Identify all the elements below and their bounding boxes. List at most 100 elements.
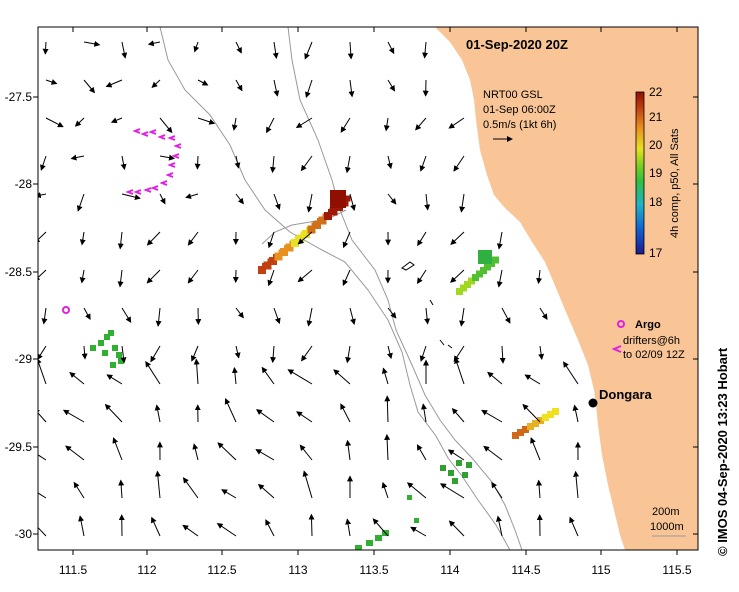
sst-pixel [480, 267, 487, 274]
current-vector [499, 345, 506, 364]
current-vector [347, 41, 354, 60]
land-mass [435, 27, 698, 550]
current-vector [422, 41, 429, 59]
sst-pixel [407, 495, 412, 500]
current-vector [419, 345, 427, 362]
current-vector [447, 449, 465, 461]
current-vector [146, 269, 161, 284]
map-frame [37, 26, 699, 551]
sst-pixel [110, 362, 116, 368]
sst-pixel [269, 257, 277, 265]
sst-patches [90, 190, 559, 550]
sst-pixel [344, 195, 351, 202]
current-vector [308, 513, 315, 537]
current-vector [381, 367, 389, 385]
drifter-mark [157, 134, 166, 140]
current-vector [38, 408, 47, 423]
current-vector [194, 155, 201, 170]
legend-scale: 0.5m/s (1kt 6h) [483, 119, 556, 131]
drifter-mark [140, 131, 149, 137]
drifter-mark [132, 128, 141, 134]
colorbar-label: 4h comp, p50, All Sats [669, 128, 681, 238]
x-tick-label: 113 [288, 563, 307, 577]
current-vector [270, 345, 277, 364]
x-tick-label: 114.5 [511, 563, 540, 577]
sst-pixel [478, 250, 492, 264]
island-cluster [401, 261, 453, 349]
sst-pixel [355, 545, 362, 550]
current-vector [40, 155, 47, 171]
drifter-mark [148, 129, 157, 135]
current-vector [439, 483, 465, 499]
sst-pixel [375, 535, 382, 541]
current-vector [539, 307, 548, 320]
current-vector [273, 79, 280, 97]
current-vector [73, 481, 85, 499]
argo-float-icon [62, 306, 70, 314]
x-tick-label: 115.5 [662, 563, 691, 577]
current-vector [530, 437, 541, 461]
x-tick-label: 114 [440, 563, 459, 577]
current-vector [267, 269, 275, 287]
sst-pixel [466, 462, 472, 468]
current-vector [345, 345, 352, 364]
current-vector [384, 395, 391, 423]
colorbar-tick-label: 19 [649, 166, 663, 180]
current-vector [154, 404, 161, 423]
current-vector [272, 41, 279, 59]
current-vector [569, 516, 579, 537]
current-vector [38, 492, 47, 499]
current-vector [117, 269, 124, 288]
colorbar-tick-label: 17 [649, 246, 663, 260]
current-vector [333, 369, 351, 385]
sst-pixel [456, 288, 463, 295]
current-vector [38, 357, 47, 385]
current-vector [255, 449, 275, 461]
current-vector [217, 442, 237, 461]
y-tick-label: -29 [15, 352, 33, 366]
current-vector [118, 479, 125, 499]
y-axis-labels: -27.5 -28 -28.5 -29 -29.5 -30 [5, 90, 33, 541]
current-vector [185, 193, 199, 199]
current-vector [79, 269, 86, 284]
sst-pixel [98, 340, 104, 346]
current-vector [120, 345, 127, 364]
sst-pixel [90, 345, 96, 351]
current-vector [415, 117, 427, 131]
legend-product: NRT00 GSL [483, 89, 543, 101]
current-vector [572, 404, 579, 423]
current-vector [83, 79, 96, 94]
current-vector [416, 269, 427, 285]
current-vector [261, 366, 275, 385]
current-vector [305, 79, 313, 99]
current-vector [150, 345, 161, 363]
sst-pixel [552, 408, 559, 415]
y-tick-label: -29.5 [5, 440, 33, 454]
current-vector [299, 444, 313, 461]
sst-pixel [440, 465, 446, 471]
current-vector [387, 79, 396, 92]
y-tick-label: -28.5 [5, 265, 33, 279]
current-vector [345, 439, 352, 461]
current-vector [269, 155, 276, 174]
current-vector [487, 371, 503, 385]
drifter-mark [165, 172, 174, 178]
sst-pixel [547, 411, 554, 418]
current-vector [424, 193, 431, 211]
current-vector [231, 117, 238, 131]
current-vector [424, 307, 431, 325]
sst-pixel [274, 252, 283, 261]
current-vector [536, 479, 543, 499]
current-vector [419, 155, 427, 172]
current-vector [159, 193, 166, 205]
colorbar-tick-label: 20 [649, 138, 663, 152]
town-marker-icon [588, 398, 598, 408]
town-label: Dongara [599, 387, 653, 402]
colorbar-tick-label: 21 [649, 110, 663, 124]
y-tick-label: -30 [15, 527, 33, 541]
current-vector [491, 481, 503, 499]
sst-pixel [102, 350, 108, 356]
x-axis-labels: 111.5 112 112.5 113 113.5 114 114.5 115 … [59, 563, 692, 577]
current-vector [296, 411, 313, 423]
